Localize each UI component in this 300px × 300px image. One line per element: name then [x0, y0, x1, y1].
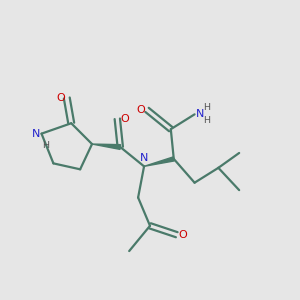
Polygon shape: [144, 157, 174, 166]
Text: O: O: [56, 93, 65, 103]
Text: N: N: [196, 109, 204, 119]
Text: O: O: [136, 105, 145, 115]
Text: N: N: [32, 129, 40, 139]
Text: N: N: [140, 153, 148, 164]
Text: H: H: [203, 103, 210, 112]
Text: H: H: [43, 141, 50, 150]
Text: H: H: [203, 116, 210, 125]
Text: O: O: [178, 230, 187, 240]
Polygon shape: [92, 144, 121, 149]
Text: O: O: [120, 114, 129, 124]
